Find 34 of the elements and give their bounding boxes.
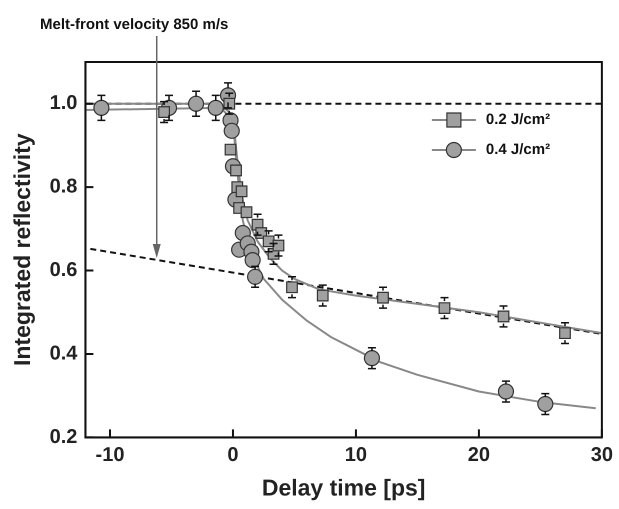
x-tick-label: 30: [590, 444, 613, 466]
point: [236, 185, 248, 198]
point: [208, 100, 224, 116]
point: [188, 96, 204, 112]
legend-label: 0.4 J/cm²: [486, 141, 550, 158]
y-tick-label: 0.2: [50, 426, 78, 448]
point: [364, 350, 380, 366]
point: [498, 310, 510, 322]
y-tick-label: 1.0: [50, 92, 78, 114]
point: [537, 396, 554, 412]
annotation: Melt-front velocity 850 m/s: [40, 16, 228, 34]
point: [438, 302, 450, 314]
x-tick-label: -10: [96, 444, 124, 466]
legend-label: 0.2 J/cm²: [486, 111, 550, 128]
x-axis-title: Delay time [ps]: [262, 474, 426, 501]
point: [224, 122, 240, 139]
y-axis-title: Integrated reflectivity: [9, 133, 36, 366]
point: [272, 240, 284, 252]
y-tick-label: 0.6: [50, 259, 78, 282]
point: [316, 290, 329, 302]
point: [244, 252, 261, 268]
y-tick-label: 0.4: [50, 342, 78, 364]
y-tick-label: 0.8: [50, 176, 78, 198]
point: [240, 206, 252, 218]
x-tick-label: 20: [468, 444, 490, 466]
x-tick-label: 10: [344, 444, 368, 466]
point: [247, 268, 264, 285]
point: [559, 327, 571, 340]
x-tick-label: 0: [227, 444, 239, 466]
point: [224, 144, 236, 156]
point: [498, 383, 514, 400]
point: [93, 100, 110, 116]
point: [286, 281, 298, 294]
point: [377, 292, 389, 304]
